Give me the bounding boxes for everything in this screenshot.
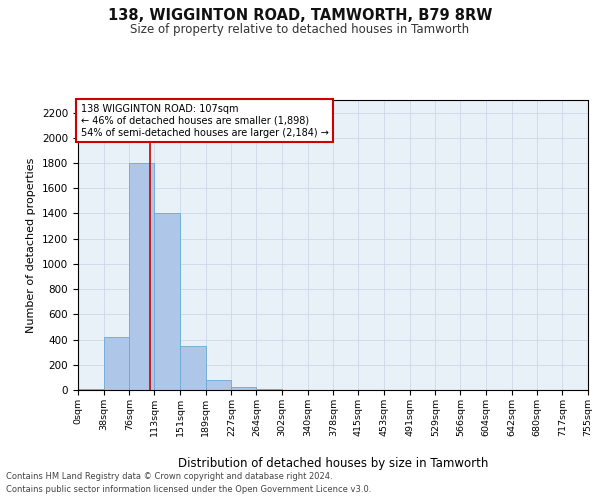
Y-axis label: Number of detached properties: Number of detached properties: [26, 158, 37, 332]
Text: Contains HM Land Registry data © Crown copyright and database right 2024.: Contains HM Land Registry data © Crown c…: [6, 472, 332, 481]
Bar: [154, 214, 180, 390]
Text: Contains public sector information licensed under the Open Government Licence v3: Contains public sector information licen…: [6, 485, 371, 494]
Text: 138 WIGGINTON ROAD: 107sqm
← 46% of detached houses are smaller (1,898)
54% of s: 138 WIGGINTON ROAD: 107sqm ← 46% of deta…: [80, 104, 328, 138]
Bar: [232, 387, 256, 390]
Bar: [104, 337, 130, 390]
Bar: [206, 380, 232, 390]
Text: 138, WIGGINTON ROAD, TAMWORTH, B79 8RW: 138, WIGGINTON ROAD, TAMWORTH, B79 8RW: [108, 8, 492, 22]
Bar: [180, 346, 206, 390]
Text: Distribution of detached houses by size in Tamworth: Distribution of detached houses by size …: [178, 458, 488, 470]
Bar: [130, 163, 154, 390]
Text: Size of property relative to detached houses in Tamworth: Size of property relative to detached ho…: [130, 22, 470, 36]
